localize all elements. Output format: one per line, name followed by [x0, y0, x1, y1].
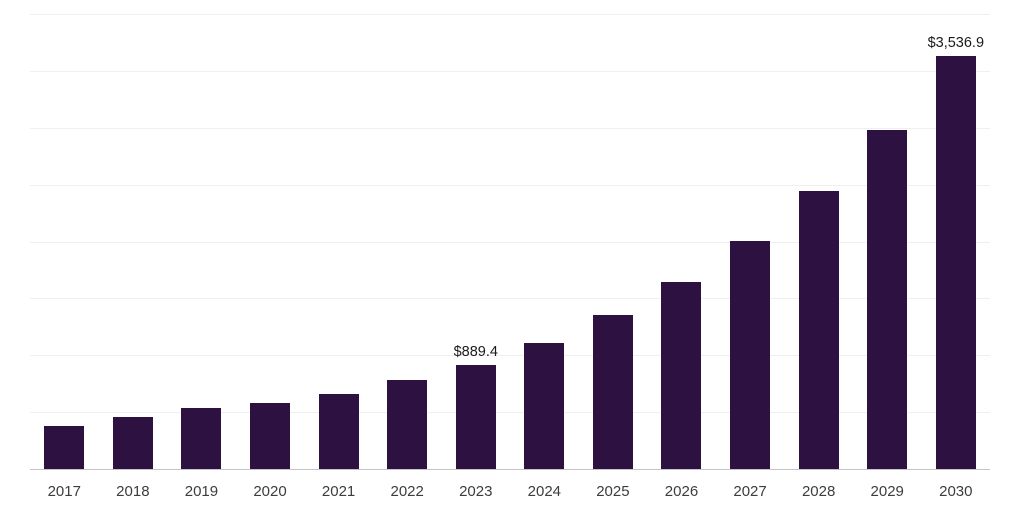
bar-2021: [318, 394, 359, 469]
gridline: [30, 14, 990, 15]
bar-column-2017: [30, 14, 99, 469]
gridline: [30, 355, 990, 357]
x-axis-label-2029: 2029: [870, 482, 904, 500]
bar-2024: [524, 342, 565, 469]
bar-column-2018: [99, 14, 168, 469]
x-axis-label-2026: 2026: [664, 482, 699, 500]
gridline: [30, 184, 990, 186]
x-axis-label-2017: 2017: [47, 482, 81, 500]
x-axis: 2017 2018 2019 2020 2021 2022 2023 2024 2025 2026…: [30, 470, 990, 512]
bar-2026: [661, 281, 702, 469]
x-axis-label-2018: 2018: [116, 482, 150, 500]
bar-2029: [867, 130, 908, 469]
bar-column-2028: [784, 14, 853, 469]
bar-column-2029: [853, 14, 922, 469]
x-axis-label-2019: 2019: [184, 482, 219, 500]
bar-column-2024: [510, 14, 579, 469]
x-axis-label-2022: 2022: [390, 482, 424, 500]
bar-2027: [730, 240, 771, 469]
bar-column-2023: $889.4: [441, 14, 510, 469]
bar-2017: [44, 425, 85, 469]
x-axis-label-2025: 2025: [596, 482, 630, 500]
bar-column-2025: [579, 14, 648, 469]
bar-column-2021: [304, 14, 373, 469]
bar-column-2026: [647, 14, 716, 469]
bar-2023: [455, 365, 496, 469]
gridline: [30, 127, 990, 129]
bar-2020: [250, 403, 291, 469]
bars-container: $889.4 $3,536.9: [30, 14, 990, 469]
plot-area: $889.4 $3,536.9: [30, 14, 990, 470]
bar-2028: [798, 190, 839, 469]
x-axis-label-2021: 2021: [321, 482, 356, 500]
x-axis-label-2028: 2028: [801, 482, 836, 500]
bar-column-2019: [167, 14, 236, 469]
bar-column-2022: [373, 14, 442, 469]
x-axis-label-2024: 2024: [527, 482, 562, 500]
gridline: [30, 298, 990, 300]
bar-value-label: $3,536.9: [927, 34, 985, 51]
x-axis-label-2023: 2023: [459, 482, 493, 500]
x-axis-label-2030: 2030: [939, 482, 973, 500]
gridline: [30, 241, 990, 243]
x-axis-label-2027: 2027: [733, 482, 767, 500]
bar-2019: [181, 408, 222, 469]
bar-2018: [112, 417, 153, 469]
bar-2030: [935, 56, 976, 469]
bar-2022: [387, 380, 428, 469]
bar-2025: [592, 315, 633, 469]
bar-column-2027: [716, 14, 785, 469]
gridline: [30, 70, 990, 72]
bar-column-2030: $3,536.9: [922, 14, 991, 469]
gridline: [30, 412, 990, 414]
bar-value-label: $889.4: [453, 343, 498, 360]
bar-column-2020: [236, 14, 305, 469]
x-axis-label-2020: 2020: [253, 482, 287, 500]
